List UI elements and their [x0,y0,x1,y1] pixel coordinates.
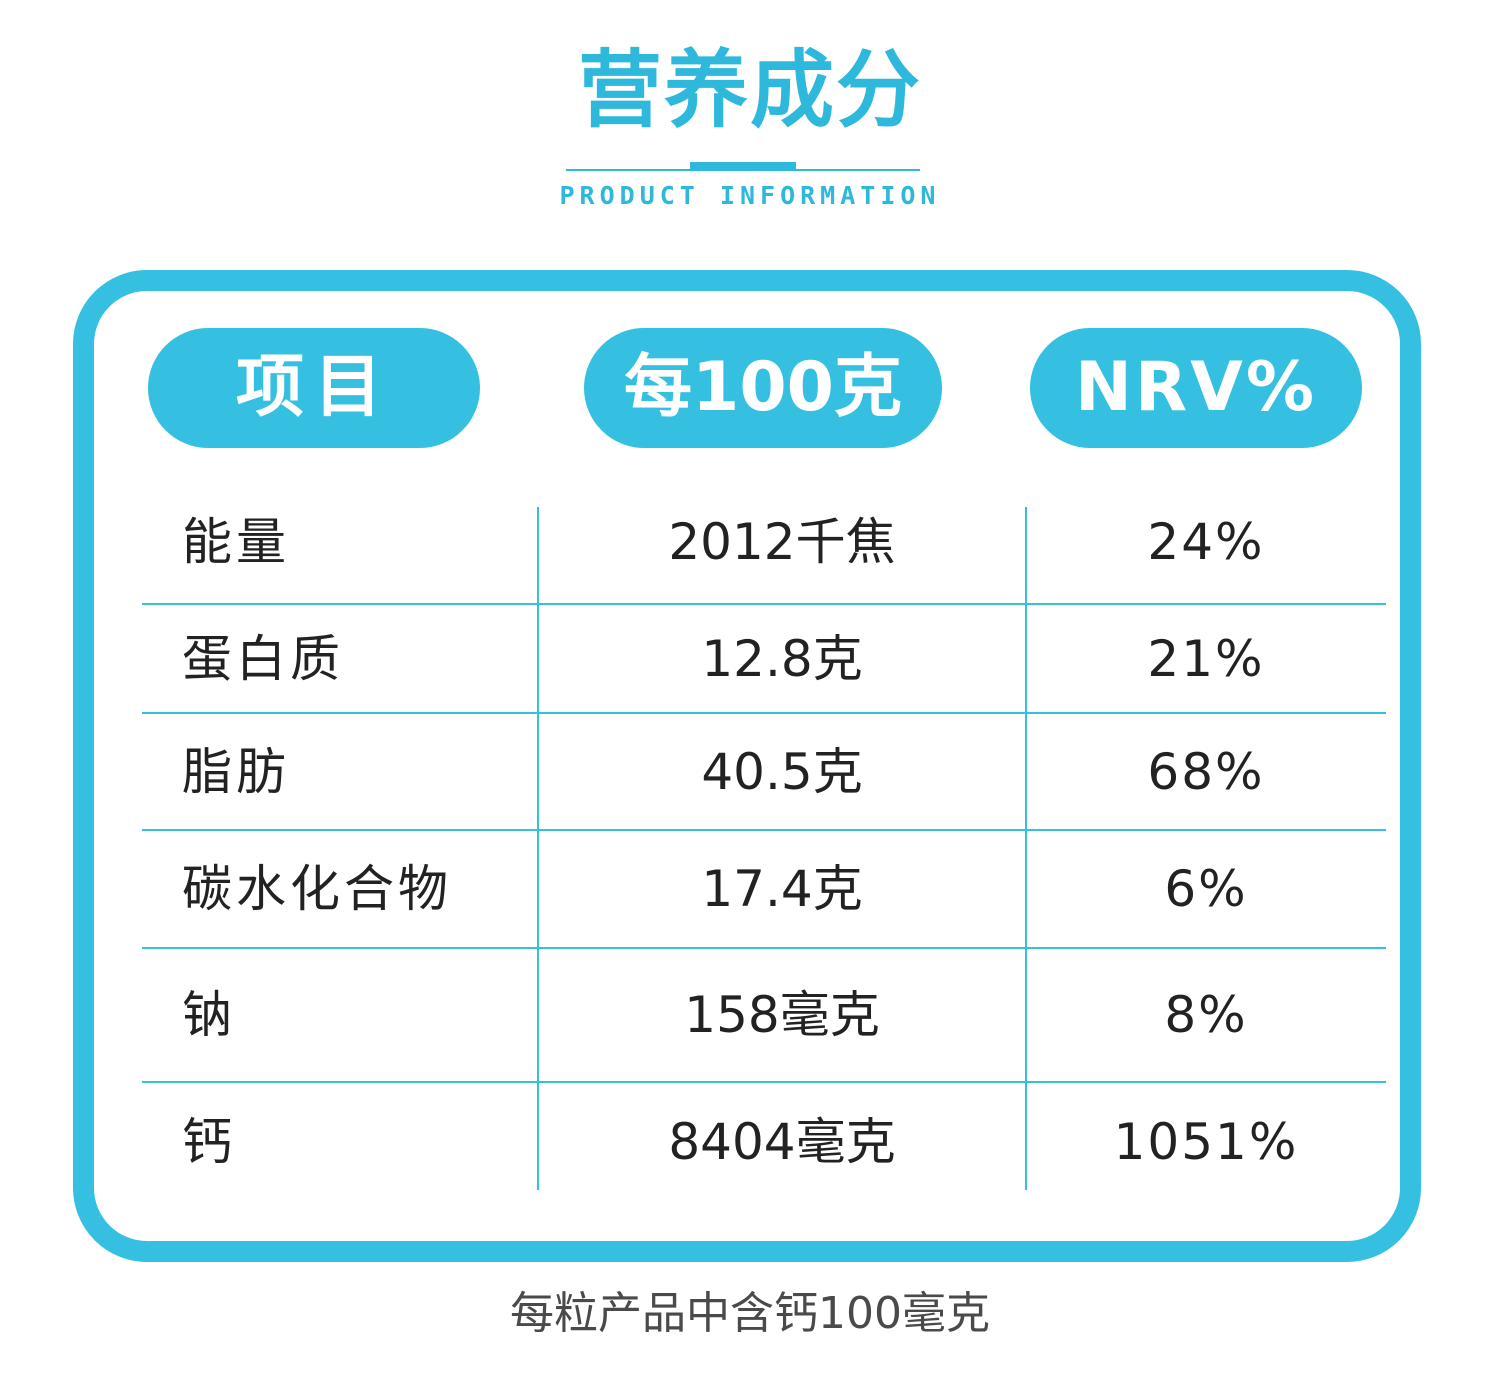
nutrient-name: 钠 [182,986,236,1044]
row-divider [142,947,1386,949]
nutrient-nrv: 21% [1147,629,1265,688]
nutrient-name: 能量 [182,512,290,571]
nutrition-table-frame [73,270,1421,1262]
nutrient-nrv: 6% [1164,860,1248,918]
nutrient-name: 钙 [182,1113,236,1171]
nutrient-amount: 2012千焦 [668,512,896,571]
nutrient-amount: 8404毫克 [668,1113,896,1171]
nutrient-nrv: 68% [1147,742,1265,801]
table-row: 能量 2012千焦 24% [142,480,1386,603]
nutrient-amount: 12.8克 [701,629,863,688]
column-divider [537,507,539,1190]
title-divider [566,169,920,171]
row-divider [142,829,1386,831]
table-row: 脂肪 40.5克 68% [142,714,1386,829]
nutrient-nrv: 24% [1147,512,1265,571]
table-row: 碳水化合物 17.4克 6% [142,831,1386,947]
column-header-item: 项目 [148,328,480,448]
column-header-per-100g: 每100克 [584,328,942,448]
page-title: 营养成分 [577,41,922,139]
row-divider [142,712,1386,714]
nutrient-amount: 40.5克 [701,742,863,801]
title-accent-bar [690,162,796,170]
footnote: 每粒产品中含钙100毫克 [510,1288,990,1339]
nutrient-amount: 17.4克 [701,860,863,918]
nutrient-name: 碳水化合物 [182,860,452,918]
column-header-nrv: NRV% [1030,328,1362,448]
row-divider [142,1081,1386,1083]
table-row: 钙 8404毫克 1051% [142,1083,1386,1201]
column-divider [1025,507,1027,1190]
nutrient-nrv: 1051% [1113,1113,1299,1171]
nutrient-name: 脂肪 [182,742,290,801]
row-divider [142,603,1386,605]
table-row: 蛋白质 12.8克 21% [142,605,1386,712]
table-row: 钠 158毫克 8% [142,949,1386,1081]
nutrient-nrv: 8% [1164,986,1248,1044]
nutrient-amount: 158毫克 [684,986,880,1044]
page-subtitle: PRODUCT INFORMATION [559,181,941,210]
nutrient-name: 蛋白质 [182,629,344,688]
